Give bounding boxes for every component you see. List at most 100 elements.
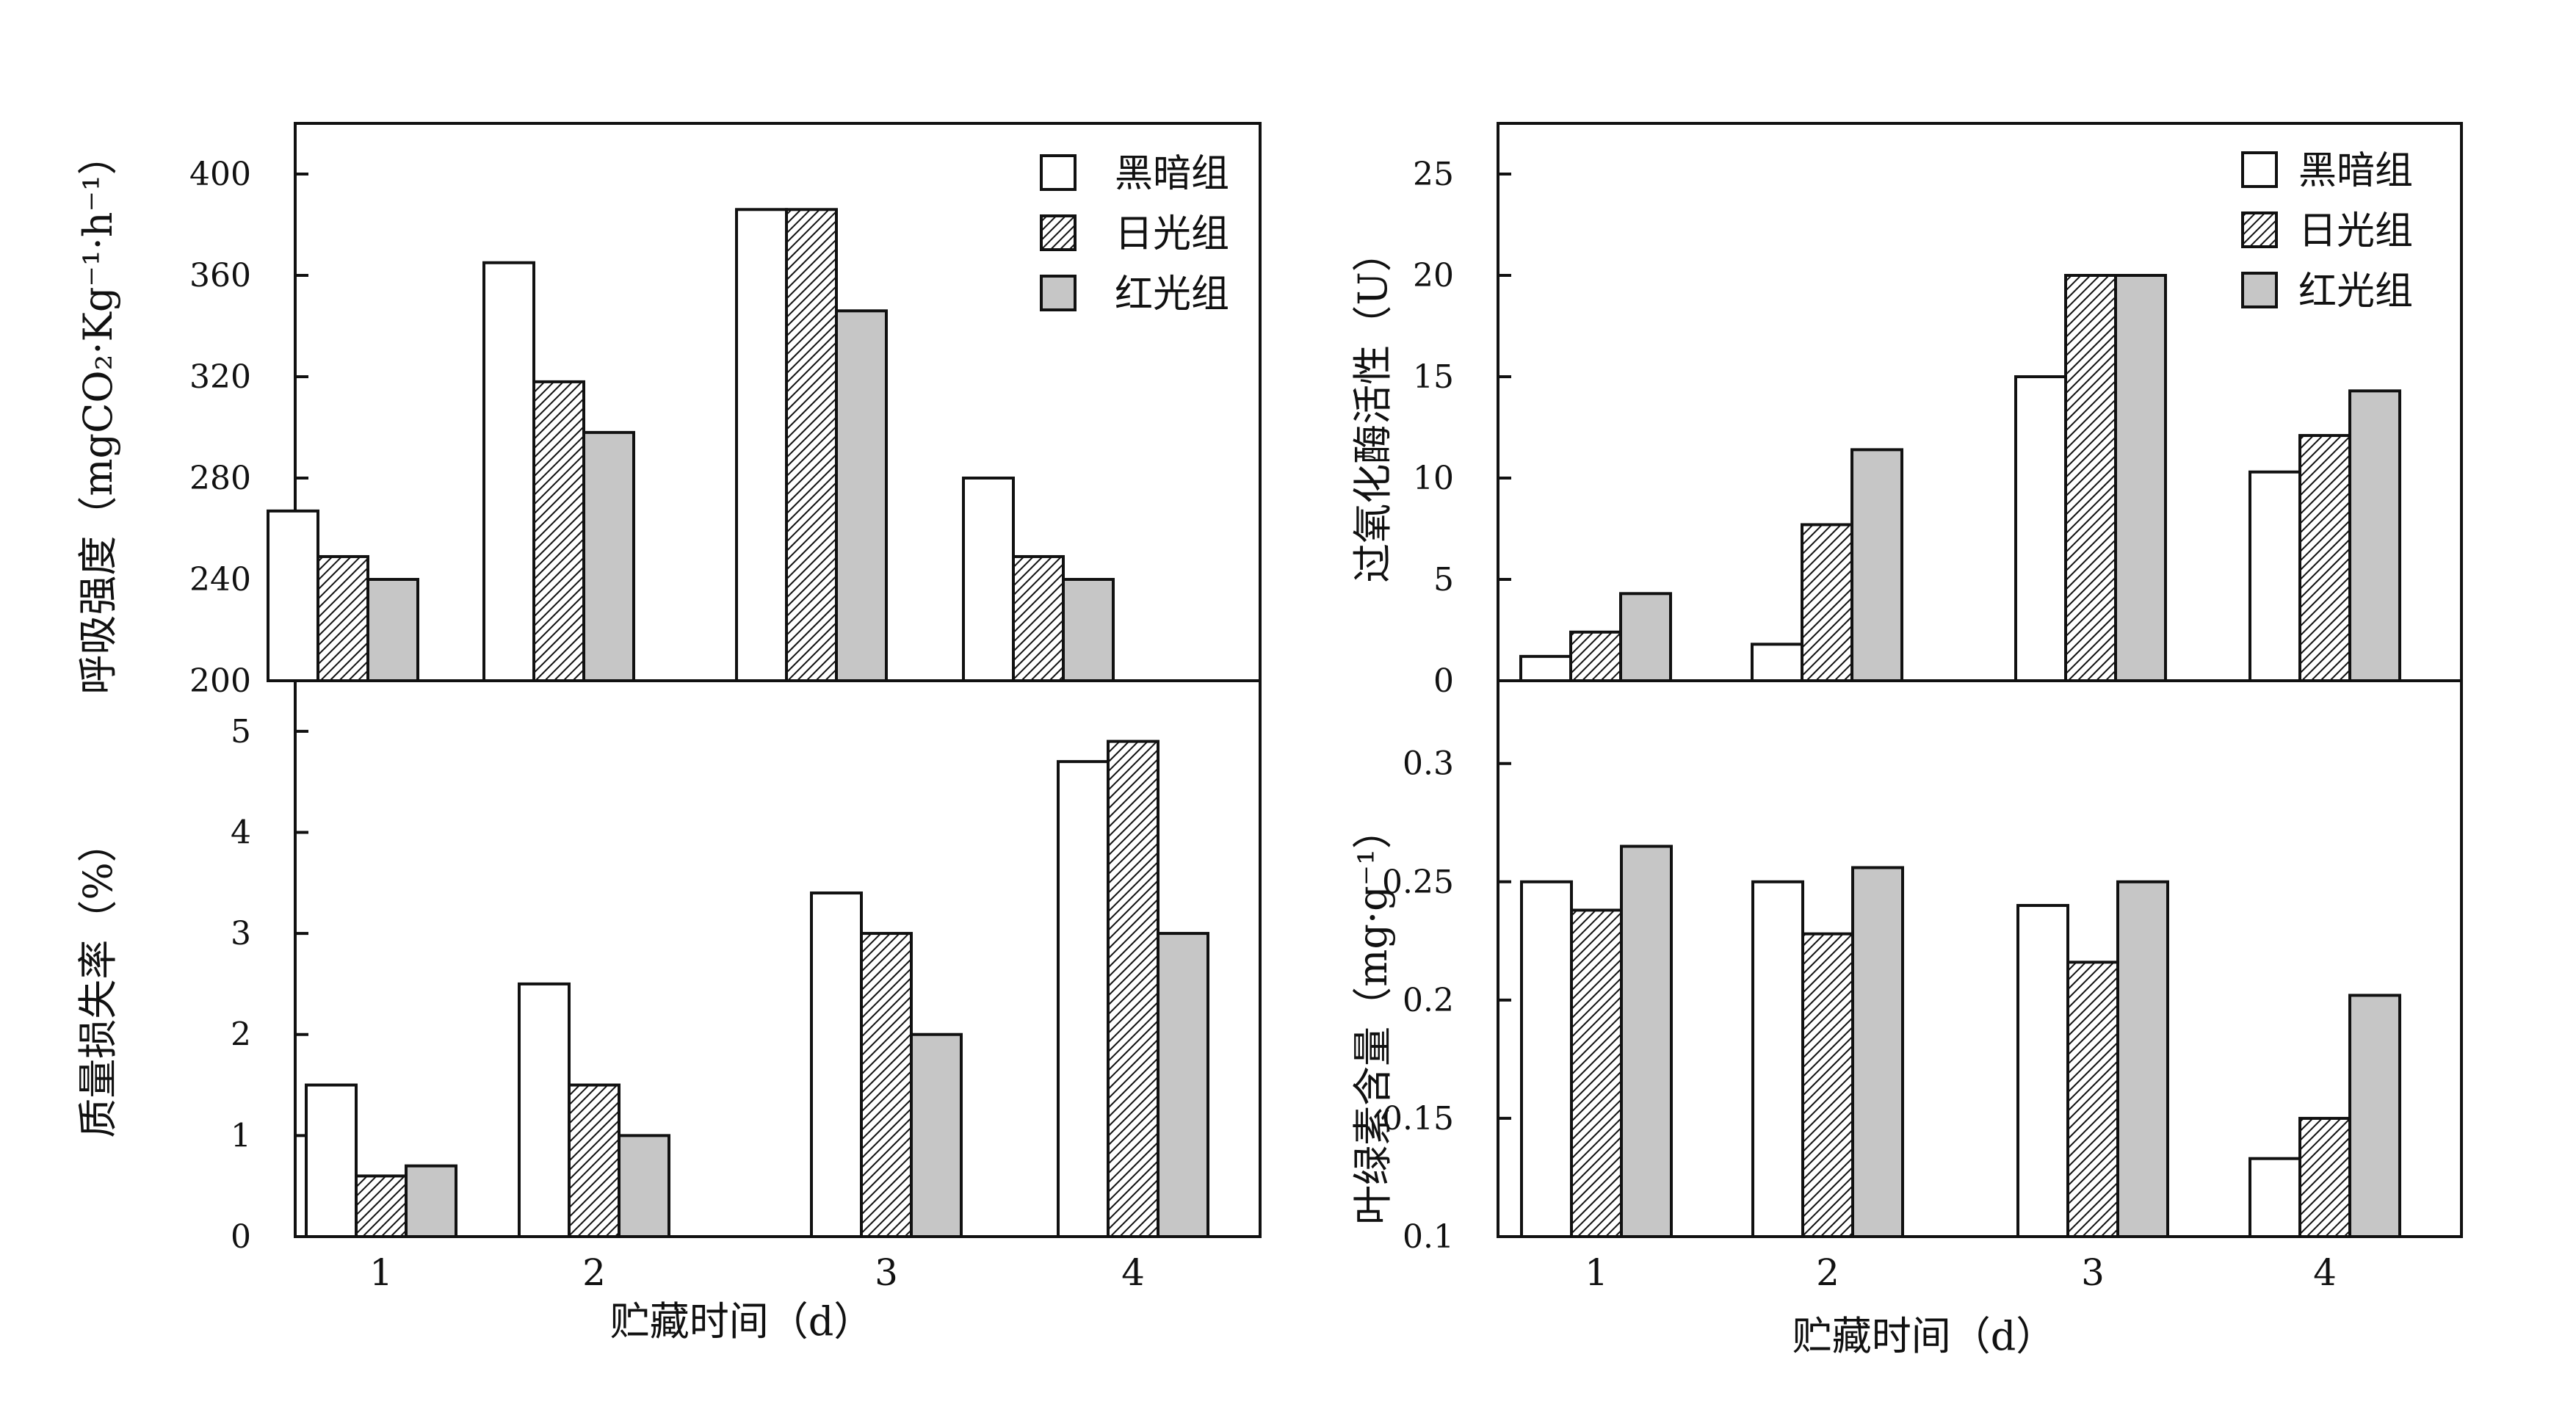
bar-dark-day-1	[1519, 654, 1572, 683]
legend-swatch-sunlight	[2241, 211, 2278, 248]
legend-catalase: 黑暗组 日光组 红光组	[2241, 149, 2413, 314]
bar-red-day-3	[835, 309, 888, 682]
bar-red-day-2	[618, 1134, 670, 1239]
y-axis-title-chlorophyll: 叶绿素含量（mg·g⁻¹）	[1350, 809, 1396, 1225]
legend-swatch-dark	[1040, 154, 1077, 191]
bar-sunlight-day-4	[2298, 434, 2351, 682]
bar-red-day-4	[1062, 578, 1115, 682]
bar-sunlight-day-2	[1801, 523, 1853, 682]
x-tick-label: 2	[1816, 1251, 1839, 1294]
bar-dark-day-2	[1751, 643, 1803, 683]
y-axis-title-mass-loss: 质量损失率（%）	[75, 822, 121, 1137]
bar-red-day-4	[2348, 994, 2401, 1239]
legend-swatch-red	[1040, 275, 1077, 311]
legend-respiration: 黑暗组 日光组 红光组	[1040, 152, 1229, 316]
bar-sunlight-day-2	[1801, 932, 1854, 1239]
bar-red-day-3	[2114, 274, 2167, 682]
bar-dark-day-2	[482, 261, 535, 682]
bar-red-day-1	[1619, 592, 1672, 683]
bar-sunlight-day-1	[1569, 630, 1622, 683]
x-tick-label: 2	[582, 1251, 606, 1294]
y-tick-label: 280	[189, 460, 251, 497]
y-tick-label: 5	[231, 713, 251, 750]
bar-red-day-1	[366, 578, 419, 682]
bar-red-day-4	[2348, 389, 2401, 682]
legend-label-dark: 黑暗组	[1115, 152, 1229, 196]
bar-dark-day-4	[962, 477, 1015, 682]
bar-dark-day-3	[2014, 375, 2067, 682]
y-tick-label: 0	[1433, 662, 1454, 700]
bar-sunlight-day-2	[532, 380, 585, 683]
y-tick-label: 0.25	[1382, 864, 1454, 901]
plot-frame	[1497, 679, 2463, 1238]
bar-red-day-4	[1157, 932, 1209, 1239]
bar-dark-day-2	[1751, 880, 1804, 1238]
bar-sunlight-day-3	[2066, 961, 2119, 1238]
bar-red-day-2	[582, 430, 635, 683]
legend-swatch-sunlight	[1040, 214, 1077, 251]
y-tick-label: 3	[231, 915, 251, 952]
y-axis-title-catalase: 过氧化酶活性（U）	[1350, 232, 1396, 583]
x-axis-title-left: 贮藏时间（d）	[610, 1298, 874, 1345]
bar-dark-day-1	[267, 509, 319, 682]
bar-dark-day-4	[2248, 470, 2301, 682]
y-tick-label: 4	[231, 814, 251, 851]
y-tick-label: 10	[1413, 460, 1454, 497]
bar-sunlight-day-3	[860, 932, 913, 1239]
bar-dark-day-4	[1057, 760, 1110, 1239]
x-tick-label: 3	[875, 1251, 898, 1294]
bar-red-day-1	[405, 1164, 457, 1238]
legend-label-sunlight: 日光组	[1115, 212, 1229, 256]
y-tick-label: 0.15	[1382, 1100, 1454, 1137]
y-axis-title-respiration: 呼吸强度（mgCO₂·Kg⁻¹·h⁻¹）	[75, 135, 121, 694]
y-tick-label: 240	[189, 561, 251, 598]
chlorophyll-chart: 0.1 0.15 0.2 0.25 0.3 1 2 3 4	[1382, 679, 2463, 1294]
y-tick-label: 5	[1433, 561, 1454, 598]
bar-dark-day-1	[1520, 880, 1573, 1238]
y-tick-label: 360	[189, 257, 251, 294]
bar-sunlight-day-1	[316, 554, 369, 683]
bar-red-day-2	[1851, 866, 1904, 1238]
bar-red-day-2	[1850, 448, 1903, 682]
catalase-chart: 0 5 10 15 20 25	[1413, 122, 2463, 700]
y-tick-label: 20	[1413, 257, 1454, 294]
y-tick-label: 400	[189, 156, 251, 193]
bar-sunlight-day-1	[1570, 908, 1623, 1239]
bar-sunlight-day-4	[1012, 554, 1065, 683]
y-tick-label: 0	[231, 1218, 251, 1256]
bar-red-day-3	[2116, 880, 2169, 1238]
x-tick-label: 1	[369, 1251, 393, 1294]
bar-dark-day-3	[735, 208, 788, 682]
bar-sunlight-day-1	[355, 1174, 408, 1239]
y-tick-label: 200	[189, 662, 251, 700]
bar-dark-day-3	[2016, 904, 2069, 1238]
y-tick-label: 15	[1413, 358, 1454, 396]
plot-frame	[294, 679, 1262, 1238]
respiration-chart: 200 240 280 320 360 400	[189, 122, 1262, 700]
x-tick-label: 3	[2081, 1251, 2105, 1294]
x-tick-label: 4	[2313, 1251, 2337, 1294]
bar-sunlight-day-4	[1107, 739, 1159, 1238]
legend-label-dark: 黑暗组	[2298, 149, 2413, 193]
y-tick-label: 0.1	[1403, 1218, 1454, 1256]
y-tick-label: 0.2	[1403, 982, 1454, 1019]
y-tick-label: 2	[231, 1016, 251, 1054]
y-tick-label: 320	[189, 358, 251, 396]
bar-red-day-3	[910, 1032, 963, 1239]
bar-sunlight-day-3	[2064, 274, 2117, 682]
x-axis-title-right: 贮藏时间（d）	[1792, 1313, 2056, 1359]
legend-swatch-red	[2241, 272, 2278, 308]
legend-swatch-dark	[2241, 151, 2278, 188]
y-tick-label: 25	[1413, 156, 1454, 193]
y-tick-label: 0.3	[1403, 745, 1454, 783]
bar-dark-day-3	[810, 891, 863, 1238]
bar-red-day-1	[1620, 844, 1673, 1238]
bar-sunlight-day-2	[568, 1083, 621, 1238]
bar-dark-day-1	[305, 1083, 358, 1238]
mass-loss-chart: 0 1 2 3 4 5 1 2 3 4	[231, 679, 1262, 1294]
y-tick-label: 1	[231, 1117, 251, 1154]
bar-sunlight-day-3	[785, 208, 838, 682]
legend-label-sunlight: 日光组	[2298, 209, 2413, 253]
x-tick-label: 1	[1585, 1251, 1608, 1294]
